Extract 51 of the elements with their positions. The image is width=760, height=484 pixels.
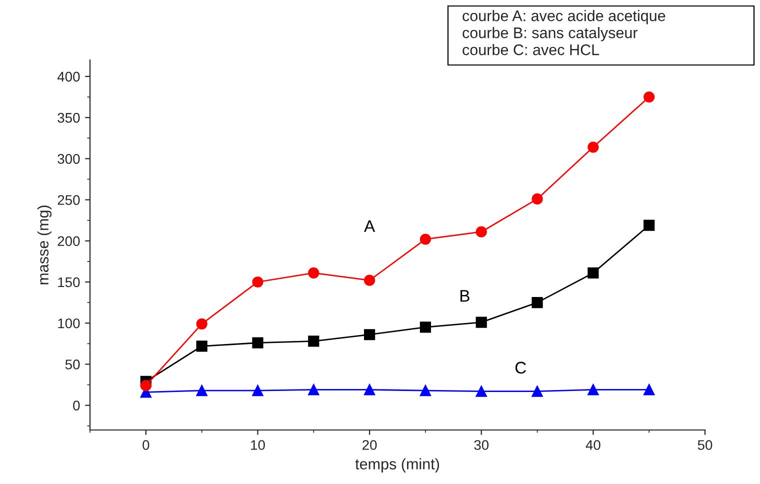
point xyxy=(644,384,655,396)
point xyxy=(252,384,264,396)
point xyxy=(644,220,655,231)
point xyxy=(196,318,208,330)
text: courbe A: avec acide acetique xyxy=(462,10,666,24)
series-label: C xyxy=(515,362,526,374)
point xyxy=(420,234,432,245)
point xyxy=(308,384,320,396)
y-tick-label: 300 xyxy=(58,154,80,164)
y-tick-label: 350 xyxy=(58,112,80,123)
x-axis-title: temps (mint) xyxy=(355,458,439,472)
point xyxy=(308,336,320,347)
point xyxy=(588,142,599,153)
y-tick-label: 0 xyxy=(73,400,80,411)
point xyxy=(588,267,599,279)
point xyxy=(588,384,599,396)
point xyxy=(476,226,487,238)
y-axis-title: masse (mg) xyxy=(37,206,52,284)
y-tick-label: 400 xyxy=(57,72,80,82)
point xyxy=(532,386,543,397)
y-tick-label: 100 xyxy=(58,318,80,328)
x-tick-label: 50 xyxy=(698,440,712,450)
x-tick-label: 10 xyxy=(251,440,265,450)
series-label: B xyxy=(460,290,470,302)
point xyxy=(196,384,208,396)
point xyxy=(476,316,487,328)
x-tick-label: 0 xyxy=(142,440,150,450)
x-tick-label: 20 xyxy=(362,440,377,450)
x-tick-label: 40 xyxy=(586,440,600,450)
point xyxy=(252,337,264,348)
point xyxy=(364,384,376,396)
point xyxy=(140,380,152,392)
y-tick-label: 50 xyxy=(65,360,80,370)
point xyxy=(420,384,432,396)
point xyxy=(308,267,320,279)
y-tick-label: 150 xyxy=(58,277,80,288)
point xyxy=(476,386,487,397)
text: courbe C: avec HCL xyxy=(462,44,600,56)
point xyxy=(252,276,264,288)
point xyxy=(196,340,208,352)
y-tick-label: 250 xyxy=(58,195,80,205)
text: courbe B: sans catalyseur xyxy=(462,27,638,42)
point xyxy=(364,274,376,286)
point xyxy=(532,297,543,308)
point xyxy=(532,193,543,205)
point xyxy=(420,322,432,333)
x-tick-label: 30 xyxy=(474,440,489,450)
point xyxy=(644,91,655,103)
point xyxy=(364,329,376,340)
text: A xyxy=(364,220,376,232)
y-tick-label: 200 xyxy=(58,236,80,246)
